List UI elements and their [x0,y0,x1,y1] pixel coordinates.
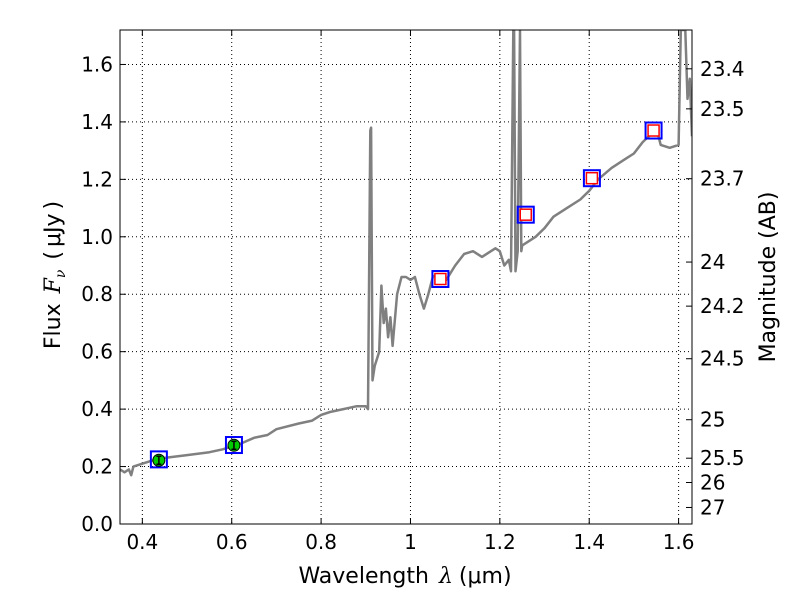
y2-axis-label: Magnitude (AB) [756,192,781,363]
y2-tick-label: 26 [700,470,725,494]
y2-tick-label: 23.7 [700,167,745,191]
x-axis-label: Wavelength λ (μm) [298,564,511,589]
model-box-marker [516,205,535,224]
model-inner-marker [585,171,599,185]
y2-tick-label: 24.5 [700,347,745,371]
x-tick-label: 0.8 [305,530,337,554]
y-tick-label: 0.2 [81,455,113,479]
y-tick-label: 1.4 [81,110,113,134]
y2-tick-label: 25 [700,408,725,432]
y2-tick-label: 27 [700,495,725,519]
spectrum-series [120,30,692,477]
y-tick-label: 0.0 [81,512,113,536]
y2-tick-label: 23.5 [700,97,745,121]
model-box-marker [644,121,663,140]
x-tick-label: 0.6 [216,530,248,554]
model-box-marker [224,436,243,455]
x-tick-label: 1.6 [663,530,695,554]
y-tick-label: 1.0 [81,225,113,249]
y2-tick-label: 24 [700,250,725,274]
model-inner-marker [647,124,660,137]
ticks: 0.4 0.6 0.8 1 1.2 1.4 1.6 0.0 0.2 0.4 0.6 0.8 1.0 1.2… [81,30,745,554]
x-tick-label: 1.4 [573,530,605,554]
model-inner-marker [519,208,533,221]
y-tick-label: 1.6 [81,52,113,76]
y2-tick-label: 24.2 [700,294,745,318]
y2-tick-label: 25.5 [700,446,745,470]
spectrum-line [120,30,692,477]
y-tick-label: 1.2 [81,167,113,191]
x-tick-label: 1.2 [484,530,516,554]
y-axis-label: FluxFν(μJy) [41,201,69,349]
model-box-marker [149,450,168,469]
plot-frame [119,29,693,525]
model-inner-marker [434,272,447,286]
y2-tick-label: 23.4 [700,57,745,81]
x-tick-label: 0.4 [126,530,158,554]
x-tick-label: 1 [404,530,417,554]
model-box-marker [582,169,601,188]
y-tick-label: 0.6 [81,340,113,364]
y-tick-label: 0.4 [81,397,113,421]
model-box-marker [431,270,450,289]
photometry-markers [149,121,663,469]
y-tick-label: 0.8 [81,282,113,306]
